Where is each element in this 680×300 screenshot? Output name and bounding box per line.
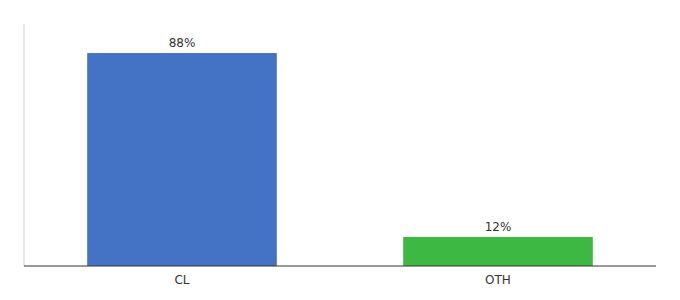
- data-labels: 88% 12%: [169, 36, 512, 234]
- data-label: 12%: [485, 220, 512, 234]
- chart-container: 88% 12% CL OTH: [0, 0, 680, 300]
- x-tick-label: OTH: [485, 273, 511, 287]
- x-tick-label: CL: [174, 273, 189, 287]
- x-tick-labels: CL OTH: [174, 273, 510, 287]
- chart-svg: 88% 12% CL OTH: [0, 0, 680, 300]
- y-axis-line: [24, 24, 25, 266]
- bar: [87, 53, 277, 266]
- x-axis-line: [24, 266, 656, 267]
- data-label: 88%: [169, 36, 196, 50]
- bars: [87, 53, 593, 266]
- bar: [403, 237, 593, 266]
